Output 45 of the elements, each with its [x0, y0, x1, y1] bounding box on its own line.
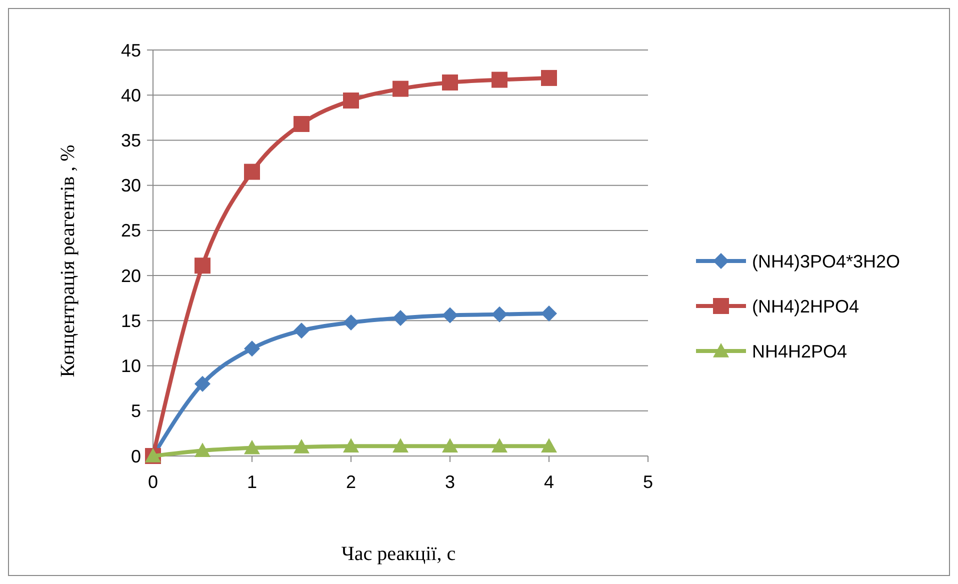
x-tick-label: 2 [346, 472, 356, 492]
point [541, 438, 557, 452]
y-tick-label: 10 [120, 356, 141, 376]
legend-label: (NH4)3PO4*3H2O [752, 251, 900, 272]
y-tick-label: 25 [120, 220, 141, 241]
point [392, 438, 408, 452]
point [492, 72, 508, 88]
point [392, 80, 408, 97]
point [492, 306, 508, 322]
y-tick-label: 40 [120, 85, 141, 106]
point [492, 438, 508, 452]
y-tick-label: 20 [120, 266, 141, 286]
point [194, 258, 210, 274]
point [244, 440, 260, 454]
point [392, 310, 408, 326]
point [343, 314, 359, 330]
point [244, 340, 260, 357]
y-tick-label: 5 [130, 401, 141, 422]
legend-label: NH4H2PO4 [752, 341, 848, 362]
point [343, 92, 359, 109]
y-tick-label: 30 [120, 176, 141, 196]
x-tick-label: 0 [148, 472, 158, 492]
point [244, 164, 260, 180]
point [442, 438, 458, 452]
point [442, 307, 458, 324]
point [541, 305, 557, 322]
y-tick-label: 35 [120, 130, 141, 151]
point [442, 74, 458, 90]
point [294, 116, 310, 132]
x-tick-label: 5 [642, 472, 654, 492]
point [541, 70, 557, 86]
point [294, 438, 310, 454]
x-tick-label: 3 [444, 472, 456, 492]
point [343, 438, 359, 452]
y-tick-label: 15 [120, 310, 141, 331]
y-tick-label: 0 [130, 446, 141, 466]
point [294, 322, 310, 339]
legend-label: (NH4)2HPO4 [752, 296, 860, 316]
point [194, 442, 210, 457]
y-tick-label: 45 [120, 40, 141, 60]
x-tick-label: 4 [544, 472, 554, 492]
x-tick-label: 1 [246, 472, 258, 492]
x-axis-title: Час реакції, с [341, 543, 456, 565]
point [194, 376, 210, 392]
y-axis-title: Концентрація реагентів , % [57, 144, 79, 378]
